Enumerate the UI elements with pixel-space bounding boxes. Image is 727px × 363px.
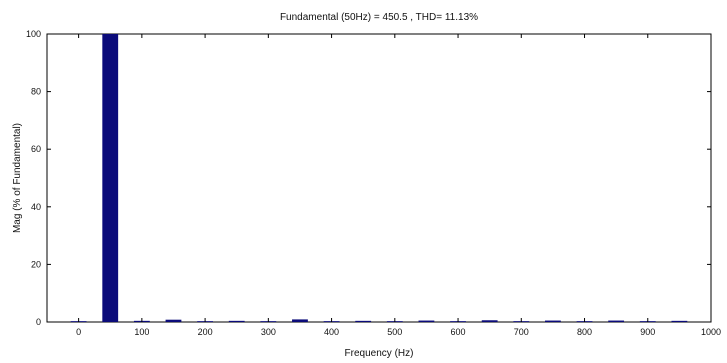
- x-axis: 0 100 200 300 400 500 600 700 800 900 1000: [76, 34, 721, 337]
- x-tick-label: 700: [514, 327, 529, 337]
- bar-950hz: [671, 320, 688, 322]
- y-axis: 0 20 40 60 80 100: [26, 29, 711, 327]
- x-tick-label: 200: [198, 327, 213, 337]
- x-tick-label: 800: [577, 327, 592, 337]
- y-tick-label: 100: [26, 29, 41, 39]
- bar-750hz: [545, 320, 561, 322]
- bar-250hz: [228, 320, 245, 322]
- bar-50hz: [102, 34, 119, 322]
- x-tick-label: 500: [387, 327, 402, 337]
- y-tick-label: 40: [31, 202, 41, 212]
- y-tick-label: 60: [31, 144, 41, 154]
- chart-title: Fundamental (50Hz) = 450.5 , THD= 11.13%: [280, 12, 478, 23]
- bar-850hz: [608, 320, 625, 322]
- y-tick-label: 0: [36, 317, 41, 327]
- x-tick-label: 100: [134, 327, 149, 337]
- x-tick-label: 1000: [701, 327, 721, 337]
- x-tick-label: 600: [451, 327, 466, 337]
- x-tick-label: 0: [76, 327, 81, 337]
- y-tick-label: 80: [31, 87, 41, 97]
- y-tick-label: 20: [31, 259, 41, 269]
- x-tick-label: 300: [261, 327, 276, 337]
- bar-650hz: [481, 320, 498, 322]
- y-axis-title: Mag (% of Fundamental): [12, 123, 23, 233]
- bar-350hz: [292, 319, 308, 322]
- x-axis-title: Frequency (Hz): [345, 348, 414, 359]
- x-tick-label: 400: [324, 327, 339, 337]
- bar-550hz: [418, 320, 435, 322]
- bar-450hz: [355, 320, 372, 322]
- x-tick-label: 900: [640, 327, 655, 337]
- plot-frame: [46, 33, 712, 323]
- bar-150hz: [165, 319, 182, 322]
